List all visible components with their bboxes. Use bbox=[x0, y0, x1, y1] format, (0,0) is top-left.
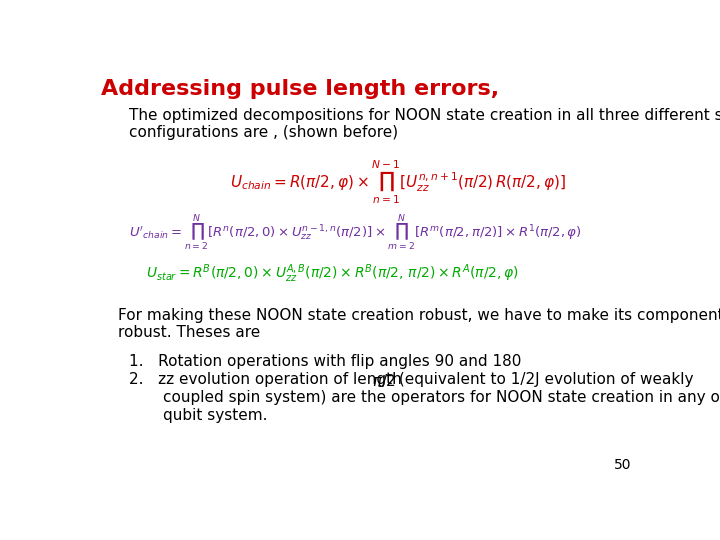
Text: 50: 50 bbox=[613, 458, 631, 472]
Text: $\pi/2$: $\pi/2$ bbox=[372, 372, 396, 389]
Text: Addressing pulse length errors,: Addressing pulse length errors, bbox=[101, 79, 499, 99]
Text: $U_{chain} = R(\pi/2, \varphi) \times \prod_{n=1}^{N-1} [U_{zz}^{n,n+1}(\pi/2)\,: $U_{chain} = R(\pi/2, \varphi) \times \p… bbox=[230, 158, 565, 206]
Text: (equivalent to 1/2J evolution of weakly: (equivalent to 1/2J evolution of weakly bbox=[394, 372, 693, 387]
Text: configurations are , (shown before): configurations are , (shown before) bbox=[129, 125, 398, 140]
Text: $U'_{chain} = \prod_{n=2}^{N} [R^n(\pi/2, 0) \times U_{zz}^{n-1,n}(\pi/2)] \time: $U'_{chain} = \prod_{n=2}^{N} [R^n(\pi/2… bbox=[129, 212, 582, 252]
Text: 2.   zz evolution operation of length: 2. zz evolution operation of length bbox=[129, 372, 407, 387]
Text: 1.   Rotation operations with flip angles 90 and 180: 1. Rotation operations with flip angles … bbox=[129, 354, 521, 369]
Text: robust. Theses are: robust. Theses are bbox=[118, 325, 260, 340]
Text: For making these NOON state creation robust, we have to make its components: For making these NOON state creation rob… bbox=[118, 308, 720, 323]
Text: coupled spin system) are the operators for NOON state creation in any of the: coupled spin system) are the operators f… bbox=[163, 390, 720, 405]
Text: qubit system.: qubit system. bbox=[163, 408, 267, 423]
Text: The optimized decompositions for NOON state creation in all three different spin: The optimized decompositions for NOON st… bbox=[129, 109, 720, 124]
Text: $U_{star} = R^B(\pi/2, 0) \times U_{zz}^{A,B}(\pi/2) \times R^B(\pi/2,\, \pi/2) : $U_{star} = R^B(\pi/2, 0) \times U_{zz}^… bbox=[145, 262, 518, 285]
